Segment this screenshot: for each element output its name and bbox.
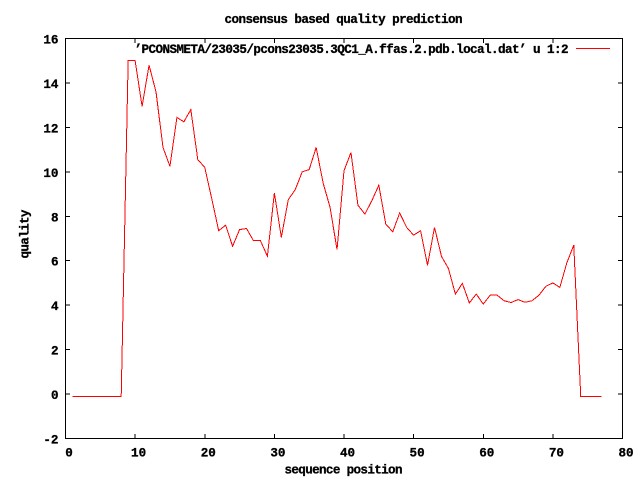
svg-text:0: 0: [65, 447, 73, 461]
svg-text:10: 10: [43, 167, 58, 181]
svg-text:10: 10: [131, 447, 146, 461]
svg-text:consensus based quality predic: consensus based quality prediction: [225, 13, 463, 27]
svg-text:6: 6: [51, 256, 59, 270]
svg-text:12: 12: [43, 122, 58, 136]
svg-text:80: 80: [618, 447, 633, 461]
svg-text:70: 70: [549, 447, 564, 461]
svg-text:2: 2: [51, 345, 59, 359]
svg-text:sequence position: sequence position: [285, 464, 403, 478]
svg-text:quality: quality: [19, 209, 33, 258]
svg-text:20: 20: [201, 447, 216, 461]
svg-text:’PCONSMETA/23035/pcons23035.3Q: ’PCONSMETA/23035/pcons23035.3QC1_A.ffas.…: [135, 43, 569, 57]
svg-text:40: 40: [340, 447, 355, 461]
svg-text:0: 0: [51, 389, 59, 403]
svg-text:16: 16: [43, 34, 58, 48]
svg-text:-2: -2: [43, 434, 58, 448]
svg-text:60: 60: [479, 447, 494, 461]
svg-text:50: 50: [410, 447, 425, 461]
svg-text:14: 14: [43, 78, 59, 92]
svg-text:8: 8: [51, 211, 59, 225]
svg-text:30: 30: [270, 447, 285, 461]
svg-text:4: 4: [51, 300, 59, 314]
